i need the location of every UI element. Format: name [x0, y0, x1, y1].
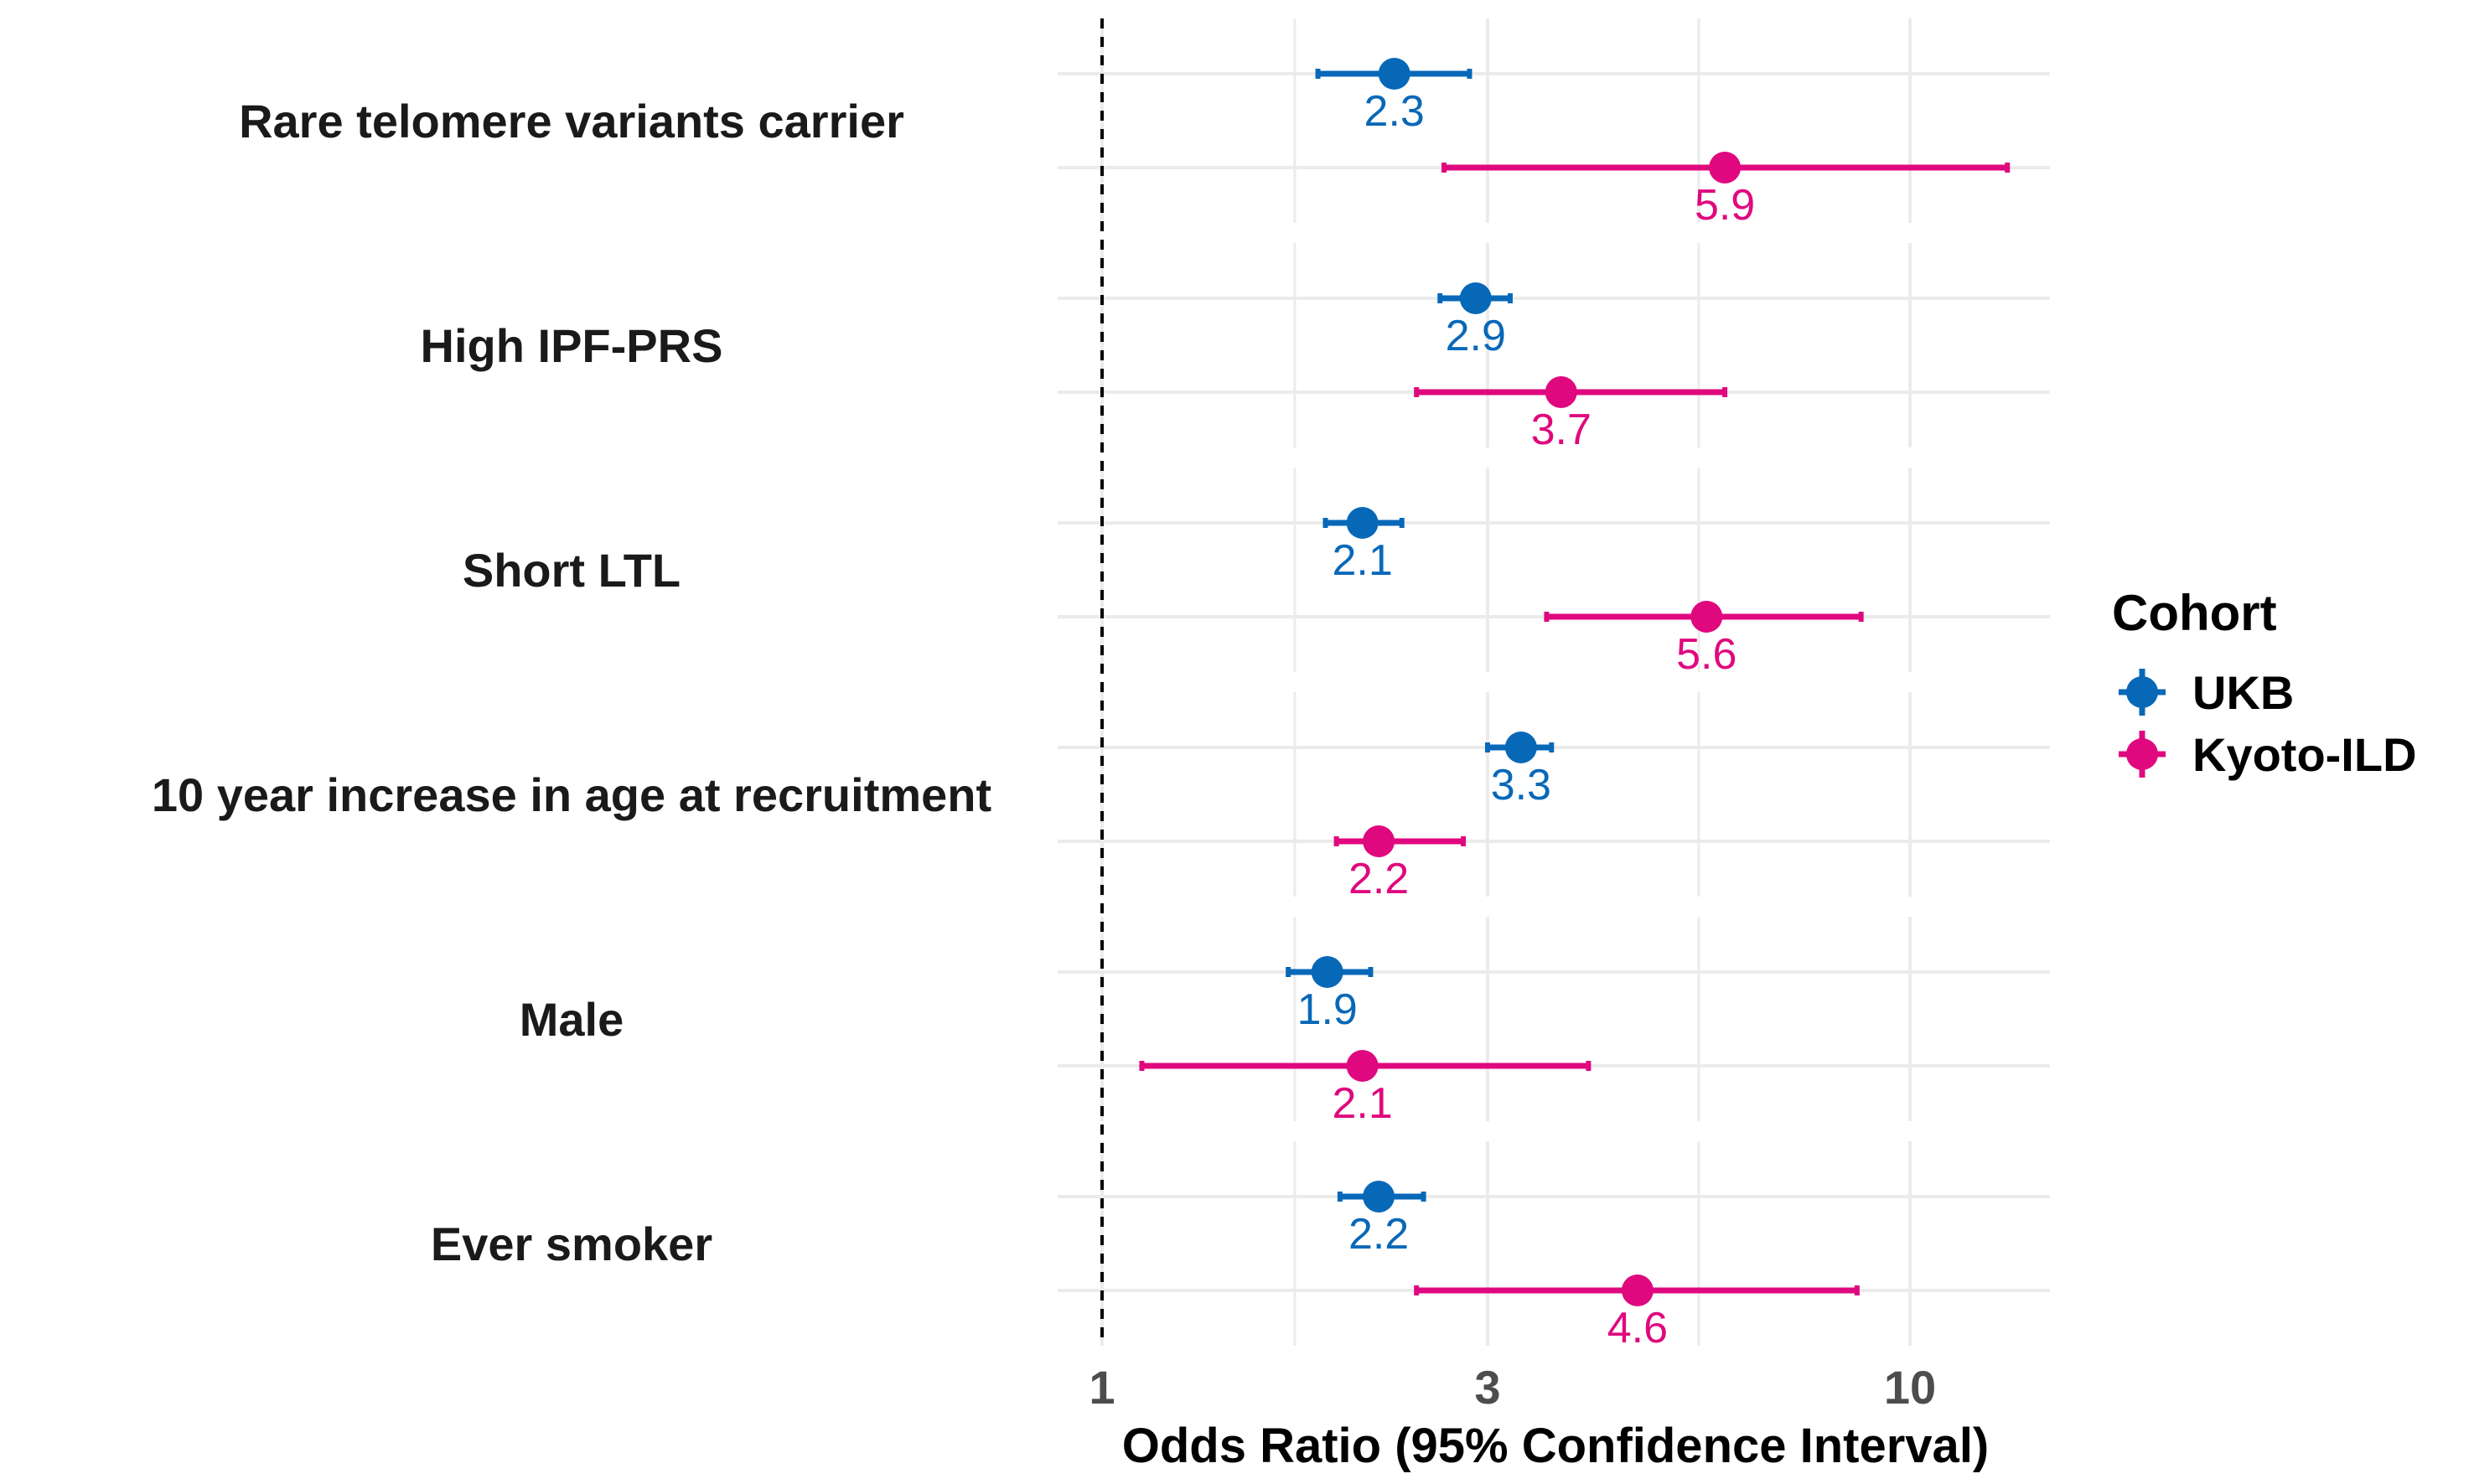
point-estimate	[1378, 58, 1410, 90]
point-estimate	[1363, 1181, 1395, 1213]
category-label: High IPF-PRS	[421, 319, 723, 372]
x-tick-label: 1	[1089, 1361, 1115, 1414]
value-label: 2.1	[1332, 1079, 1392, 1128]
point-estimate	[1621, 1275, 1654, 1306]
category-labels: Rare telomere variants carrier High IPF-P…	[152, 95, 991, 1270]
point-estimate	[1504, 732, 1537, 763]
point-estimate	[1363, 825, 1395, 857]
legend-key-point	[2126, 676, 2158, 708]
category-label: Male	[520, 993, 624, 1046]
value-label: 4.6	[1607, 1304, 1668, 1352]
value-label: 2.1	[1332, 536, 1392, 585]
value-label: 3.3	[1491, 761, 1551, 809]
category-label: Ever smoker	[431, 1218, 712, 1270]
x-axis-title: Odds Ratio (95% Confidence Interval)	[1122, 1419, 1990, 1473]
x-tick-label: 10	[1884, 1361, 1936, 1414]
x-axis: 1 3 10	[1089, 1361, 1936, 1414]
value-label: 5.6	[1676, 630, 1736, 679]
value-label: 2.9	[1446, 312, 1506, 360]
point-estimate	[1346, 1050, 1379, 1082]
legend-label: UKB	[2192, 666, 2294, 719]
value-label: 2.2	[1348, 855, 1409, 903]
legend: Cohort UKB Kyoto-ILD	[2112, 585, 2417, 781]
legend-label: Kyoto-ILD	[2192, 728, 2417, 781]
point-estimate	[1690, 601, 1723, 633]
category-label: 10 year increase in age at recruitment	[152, 768, 991, 821]
value-label: 2.3	[1364, 87, 1425, 136]
legend-title: Cohort	[2112, 585, 2277, 641]
grid-lines	[1058, 18, 2050, 1346]
point-estimate	[1346, 507, 1379, 539]
value-label: 1.9	[1297, 985, 1358, 1034]
value-label: 5.9	[1695, 181, 1755, 230]
value-label: 3.7	[1531, 406, 1592, 454]
value-label: 2.2	[1348, 1210, 1409, 1259]
point-estimate	[1459, 282, 1492, 314]
x-tick-label: 3	[1474, 1361, 1500, 1414]
data-marks: 2.3 2.9 2.1 3.3 1.9 2.2 5.9 3.7 5.6 2.2 2.1 4.6	[1139, 58, 2011, 1352]
point-estimate	[1545, 376, 1577, 408]
point-estimate	[1709, 152, 1742, 184]
category-label: Rare telomere variants carrier	[239, 95, 904, 147]
category-label: Short LTL	[463, 544, 681, 597]
point-estimate	[1311, 956, 1343, 988]
legend-key-point	[2126, 738, 2158, 770]
